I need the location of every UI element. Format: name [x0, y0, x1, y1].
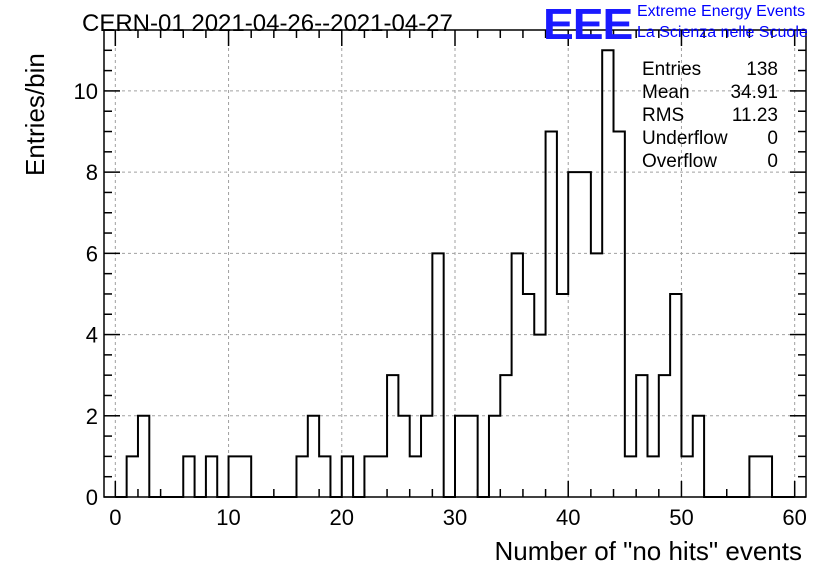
stats-label: Underflow: [642, 128, 728, 149]
axis-tick-labels: 0 10 20 30 40 50 60 0 2 4 6 8 10: [74, 79, 807, 530]
histogram-bin: [523, 294, 534, 497]
histogram-bin: [432, 253, 443, 497]
histogram-bin: [761, 456, 772, 497]
x-tick-label: 60: [782, 505, 806, 530]
histogram-bin: [240, 456, 251, 497]
histogram-bin: [659, 375, 670, 497]
histogram-bin: [636, 375, 647, 497]
histogram-bin: [376, 456, 387, 497]
y-tick-label: 2: [86, 404, 98, 429]
histogram-bin: [127, 456, 138, 497]
x-axis-label: Number of "no hits" events: [494, 536, 803, 566]
histogram-bin: [183, 456, 194, 497]
stats-row-entries: Entries 138: [642, 58, 778, 81]
stats-row-overflow: Overflow 0: [642, 150, 778, 173]
x-tick-label: 30: [443, 505, 467, 530]
histogram-bin: [614, 132, 625, 497]
histogram-bin: [512, 253, 523, 497]
stats-label: Entries: [642, 59, 702, 80]
histogram-bin: [591, 253, 602, 497]
y-tick-label: 0: [86, 485, 98, 510]
chart-title: CERN-01 2021-04-26--2021-04-27: [82, 10, 453, 37]
histogram-bin: [602, 50, 613, 497]
histogram-bin: [319, 456, 330, 497]
stats-value: 0: [767, 128, 778, 149]
histogram-bin: [410, 456, 421, 497]
y-axis-label: Entries/bin: [20, 53, 50, 176]
histogram-bin: [342, 456, 353, 497]
histogram-bin: [364, 456, 375, 497]
y-tick-label: 10: [74, 79, 98, 104]
stats-value: 34.91: [730, 82, 778, 103]
stats-box: Entries 138 Mean 34.91 RMS 11.23 Underfl…: [642, 58, 778, 173]
x-tick-label: 40: [556, 505, 580, 530]
histogram-bin: [387, 375, 398, 497]
stats-label: Mean: [642, 82, 690, 103]
histogram-bin: [138, 416, 149, 497]
histogram-outline: [115, 49, 795, 498]
x-tick-label: 0: [109, 505, 121, 530]
histogram-series: [115, 49, 795, 498]
histogram-bin: [466, 416, 477, 497]
histogram-bin: [670, 294, 681, 497]
histogram-bin: [308, 416, 319, 497]
stats-value: 138: [746, 59, 778, 80]
histogram-bin: [749, 456, 760, 497]
histogram-bin: [455, 416, 466, 497]
logo-text-line2: La Scienza nelle Scuole: [637, 24, 808, 41]
x-tick-label: 50: [669, 505, 693, 530]
y-tick-label: 8: [86, 160, 98, 185]
histogram-bin: [421, 416, 432, 497]
eee-logo-icon: EEE: [543, 0, 633, 49]
x-tick-label: 10: [216, 505, 240, 530]
histogram-bin: [625, 456, 636, 497]
x-tick-label: 20: [330, 505, 354, 530]
histogram-bin: [296, 456, 307, 497]
axis-ticks: [104, 29, 806, 498]
histogram-bin: [206, 456, 217, 497]
stats-label: Overflow: [642, 151, 717, 172]
stats-row-underflow: Underflow 0: [642, 127, 778, 150]
histogram-bin: [398, 416, 409, 497]
logo-text-line1: Extreme Energy Events: [637, 3, 806, 20]
histogram-bin: [557, 294, 568, 497]
histogram-bin: [229, 456, 240, 497]
stats-row-mean: Mean 34.91: [642, 81, 778, 104]
y-tick-label: 4: [86, 323, 98, 348]
histogram-bin: [693, 416, 704, 497]
histogram-bin: [647, 456, 658, 497]
stats-row-rms: RMS 11.23: [642, 104, 778, 127]
histogram-bin: [681, 456, 692, 497]
stats-value: 0: [767, 151, 778, 172]
stats-value: 11.23: [731, 105, 778, 126]
histogram-bin: [546, 132, 557, 497]
y-tick-label: 6: [86, 241, 98, 266]
histogram-bin: [489, 416, 500, 497]
histogram-bin: [500, 375, 511, 497]
stats-label: RMS: [642, 105, 685, 126]
